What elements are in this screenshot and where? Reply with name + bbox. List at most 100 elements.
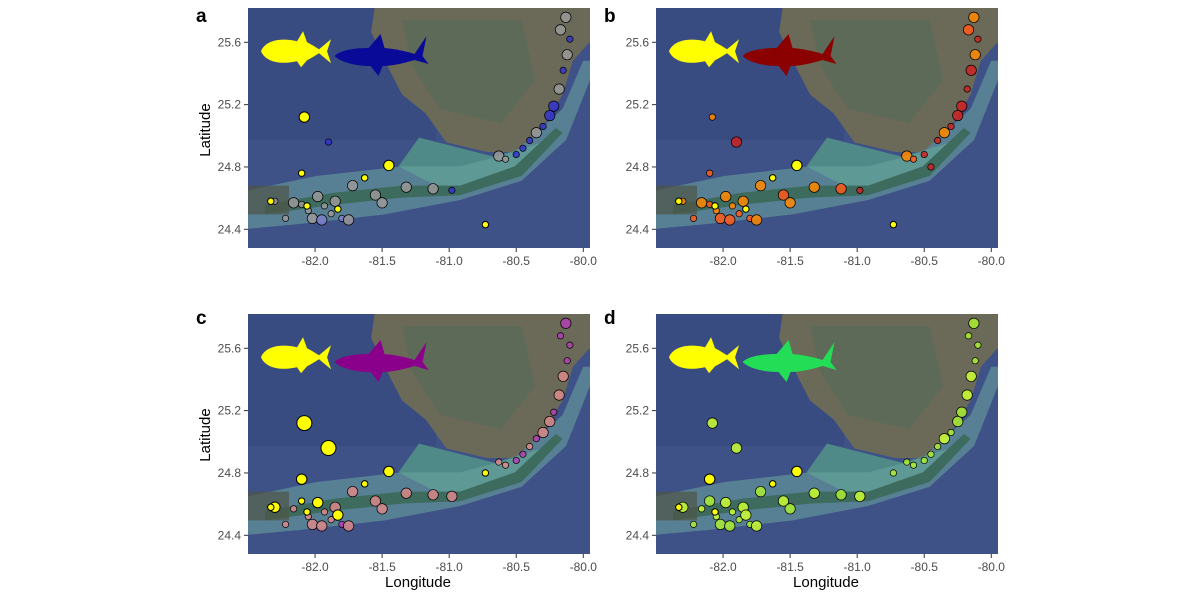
data-point [698, 505, 706, 513]
data-point [934, 442, 942, 451]
data-point [735, 516, 743, 524]
data-point [566, 341, 574, 349]
data-point [383, 159, 395, 172]
y-tick-label: 25.6 [626, 35, 650, 49]
data-point [938, 433, 950, 445]
data-point [561, 49, 573, 61]
data-point [675, 197, 683, 205]
data-point [714, 212, 726, 224]
data-point [312, 496, 324, 509]
data-point [288, 197, 300, 209]
crevalle-jack-fish-icon [261, 337, 332, 374]
data-point [548, 100, 560, 112]
data-point [282, 214, 290, 222]
data-point [544, 415, 556, 428]
x-tick-label: -81.5 [368, 560, 396, 574]
data-point [968, 317, 980, 329]
data-point [554, 24, 567, 36]
x-tick-label: -80.5 [911, 560, 939, 574]
data-point [427, 489, 439, 501]
data-point [303, 508, 311, 516]
data-point [768, 480, 777, 488]
data-point [530, 127, 542, 139]
jack-body [669, 31, 740, 68]
data-point [777, 495, 789, 507]
x-tick-label: -81.0 [435, 560, 463, 574]
shark-body [334, 34, 429, 76]
panel-letter-a: a [196, 6, 207, 27]
y-tick-label: 25.6 [218, 35, 242, 49]
data-point [556, 332, 565, 340]
data-point [481, 469, 490, 477]
data-point [737, 195, 749, 207]
data-point [327, 516, 335, 524]
y-tick-label: 24.8 [626, 160, 650, 174]
data-point [720, 497, 732, 509]
florida-keys [265, 434, 563, 521]
panel-b: b -82.0 -81.5 -81.0 -80.5 -80.0 24.4 24.8 25.2 2… [604, 6, 1006, 268]
everglades [401, 326, 536, 430]
x-tick-label: -80.0 [978, 254, 1006, 268]
data-point [735, 210, 743, 218]
shark-body [334, 340, 429, 382]
data-point [495, 458, 503, 466]
data-point [724, 520, 736, 532]
data-point [559, 66, 567, 74]
data-point [920, 150, 928, 159]
y-tick-label: 24.4 [218, 222, 242, 236]
x-tick-label: -82.0 [301, 254, 329, 268]
data-point [956, 406, 968, 418]
data-point [296, 415, 313, 432]
data-point [889, 220, 898, 229]
panel-a: a Latitude -82.0 -81.5 -81.0 -80.5 -80.0 24.4… [196, 6, 598, 268]
data-point [446, 490, 458, 502]
x-tick-label: -81.0 [435, 254, 463, 268]
x-tick-label: -80.0 [570, 254, 598, 268]
data-point [347, 180, 359, 192]
data-point [714, 518, 726, 530]
data-point [962, 24, 975, 36]
x-tick-label: -81.0 [843, 560, 871, 574]
data-point [952, 109, 964, 122]
data-point [329, 195, 341, 207]
data-point [532, 435, 540, 443]
shark-body [742, 34, 837, 76]
data-point [360, 480, 369, 488]
data-point [343, 214, 355, 226]
data-point [553, 83, 565, 95]
florida-keys [673, 434, 971, 521]
everglades [809, 20, 944, 124]
data-point [481, 220, 490, 229]
x-tick-label: -82.0 [709, 254, 737, 268]
data-point [298, 111, 311, 123]
y-tick-label: 24.4 [626, 222, 650, 236]
data-point [952, 415, 964, 428]
data-point [360, 174, 369, 182]
data-point [956, 100, 968, 112]
data-point [965, 64, 977, 76]
data-point [501, 155, 510, 163]
y-tick-label: 25.6 [218, 341, 242, 355]
panel-c: c Latitude Longitude -82.0 -81.5 -81.0 -80.… [196, 308, 597, 591]
everglades [809, 326, 944, 430]
jack-body [261, 31, 332, 68]
data-point [791, 159, 803, 172]
data-point [501, 461, 510, 469]
data-point [526, 136, 534, 145]
data-point [947, 428, 955, 436]
panel-letter-d: d [604, 308, 616, 329]
panel-letter-c: c [196, 308, 207, 329]
data-point [938, 127, 950, 139]
data-point [400, 181, 412, 193]
x-axis-title-c: Longitude [385, 574, 451, 591]
crevalle-jack-fish-icon [669, 31, 740, 68]
y-axis-title-a: Latitude [197, 103, 214, 156]
data-point [320, 202, 328, 210]
data-point [777, 189, 789, 201]
y-axis-title-c: Latitude [197, 408, 214, 461]
data-point [563, 357, 571, 365]
x-tick-label: -82.0 [709, 560, 737, 574]
data-point [267, 503, 275, 511]
x-tick-label: -81.5 [368, 254, 396, 268]
